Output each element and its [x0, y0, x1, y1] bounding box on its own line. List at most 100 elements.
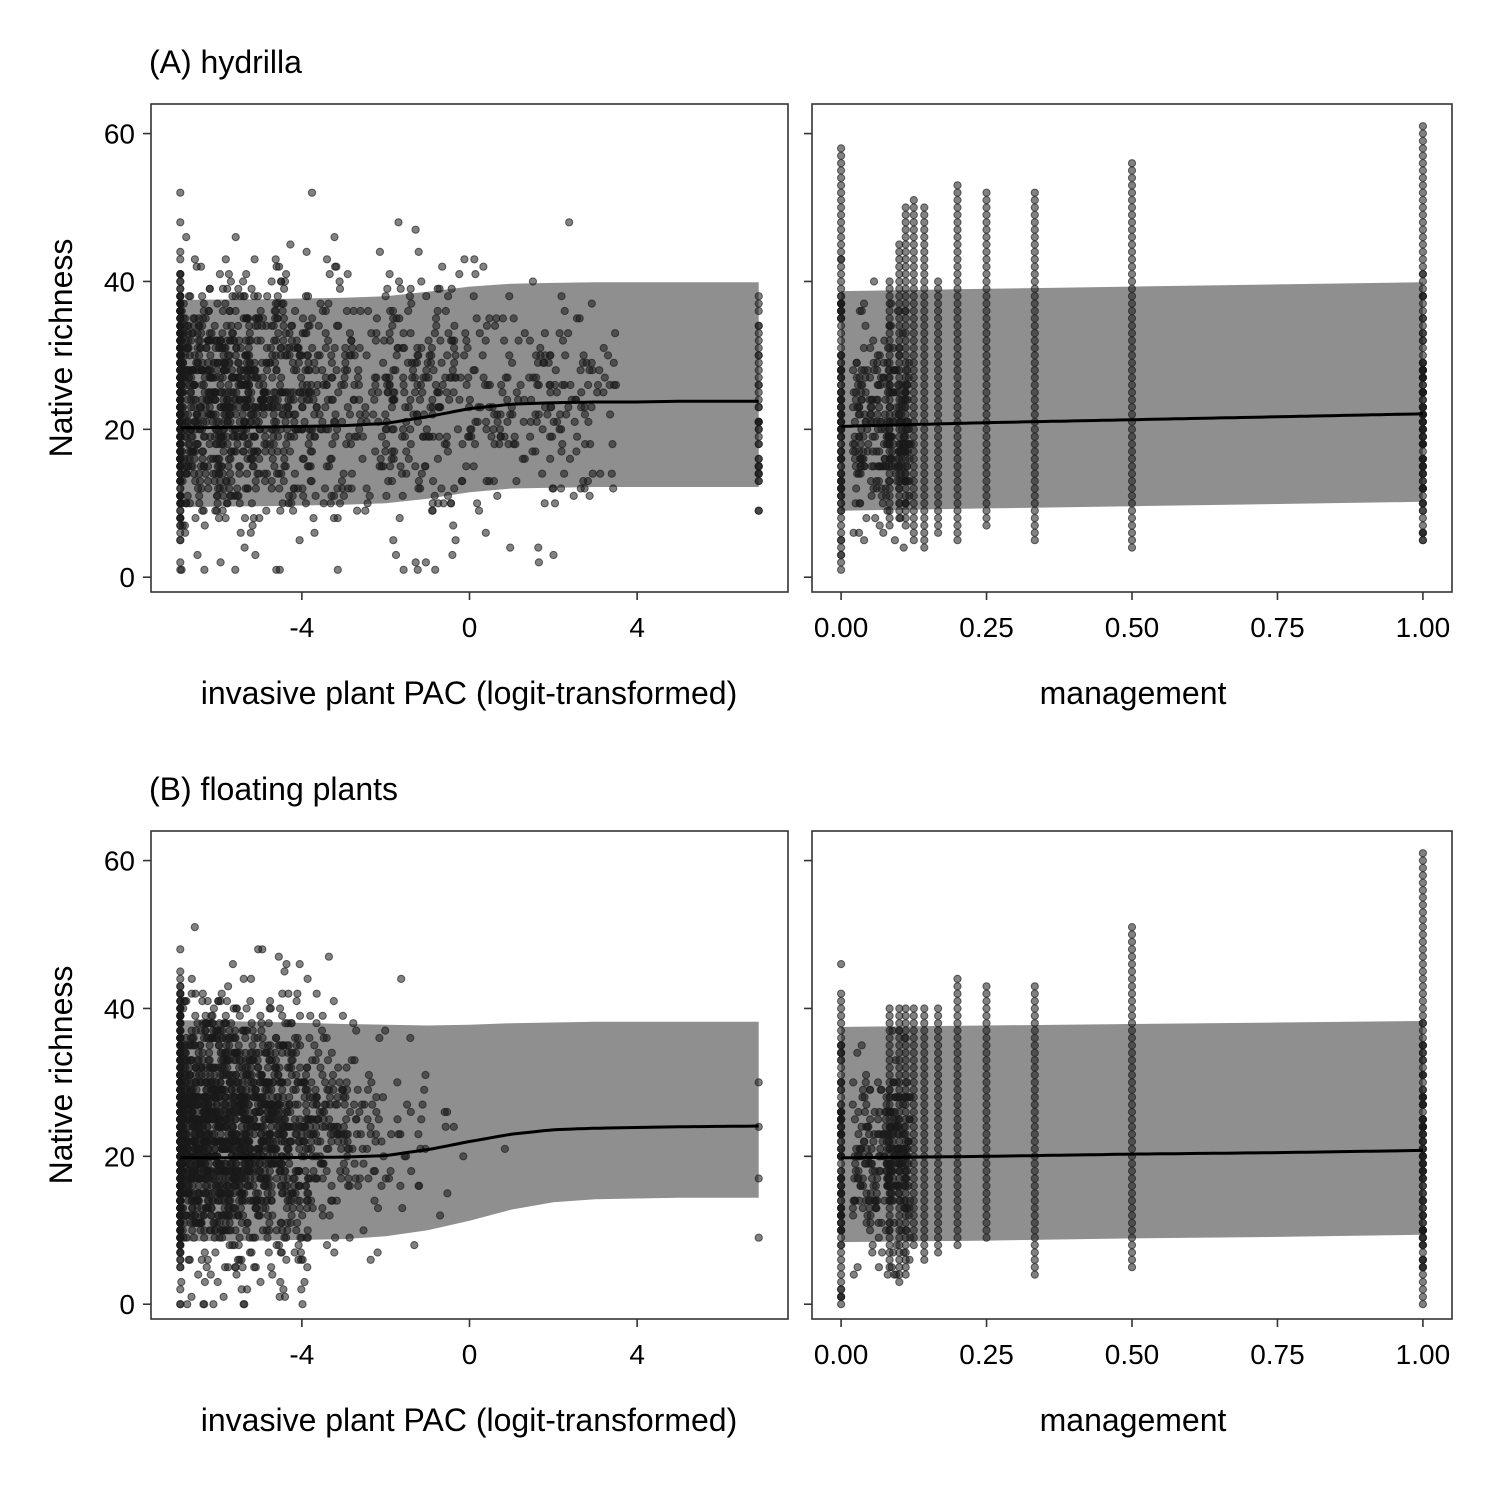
data-point [198, 1019, 207, 1028]
data-point [242, 1226, 251, 1235]
data-point [418, 388, 427, 397]
data-point [309, 514, 318, 523]
data-point [408, 366, 418, 375]
data-point [1127, 514, 1137, 523]
data-point [837, 521, 846, 530]
data-point [395, 514, 404, 523]
data-point [934, 403, 943, 412]
data-point [252, 314, 261, 323]
data-point [182, 469, 191, 478]
data-point [982, 270, 991, 279]
data-point [211, 343, 220, 353]
data-point [896, 514, 905, 523]
y-axis-title-a: Native richness [43, 239, 79, 458]
data-point [455, 395, 464, 404]
data-point [266, 1159, 275, 1168]
data-point [885, 403, 895, 412]
data-point [219, 395, 228, 404]
data-point [347, 351, 356, 360]
data-point [395, 314, 404, 323]
data-point [1127, 240, 1137, 249]
data-point [232, 388, 241, 397]
data-point [837, 514, 846, 523]
data-point [176, 477, 185, 486]
data-point [481, 528, 490, 537]
data-point [301, 292, 311, 301]
data-point [225, 1041, 234, 1050]
data-point [920, 469, 929, 478]
data-point [895, 351, 904, 360]
data-point [190, 1211, 199, 1220]
data-point [350, 1056, 359, 1065]
data-point [482, 321, 491, 330]
data-point [405, 292, 414, 301]
data-point [353, 1085, 362, 1094]
data-point [383, 388, 393, 397]
data-point [558, 336, 568, 345]
data-point [1127, 270, 1137, 279]
data-point [312, 1174, 321, 1183]
data-point [176, 373, 185, 382]
data-point [387, 447, 397, 456]
data-point [217, 989, 226, 998]
data-point [178, 343, 187, 353]
data-point [312, 1122, 321, 1131]
data-point [279, 321, 288, 330]
y-tick-label: 20 [104, 1141, 135, 1172]
data-point [909, 469, 918, 478]
data-point [265, 1226, 274, 1235]
data-point [339, 469, 348, 478]
data-point [909, 314, 918, 323]
data-point [289, 395, 298, 404]
data-point [219, 447, 228, 456]
data-point [837, 196, 846, 205]
data-point [240, 1115, 249, 1124]
data-point [282, 1107, 291, 1117]
data-point [210, 321, 219, 330]
data-point [556, 484, 566, 493]
data-point [176, 1167, 185, 1176]
data-point [176, 484, 185, 493]
data-point [561, 351, 570, 360]
data-point [287, 321, 296, 330]
data-point [406, 329, 415, 338]
data-point [241, 1056, 250, 1065]
data-point [374, 1115, 383, 1124]
data-point [332, 366, 341, 375]
data-point [176, 536, 185, 545]
data-point [233, 1048, 242, 1057]
data-point [272, 1033, 281, 1043]
data-point [224, 270, 233, 279]
data-point [292, 1070, 301, 1080]
data-point [982, 366, 991, 375]
data-point [837, 144, 846, 153]
data-point [279, 1285, 288, 1294]
data-point [224, 982, 233, 991]
data-point [216, 388, 225, 397]
data-point [276, 1277, 285, 1287]
data-point [1127, 469, 1137, 478]
data-point [225, 484, 234, 493]
data-point [503, 417, 512, 426]
data-point [1127, 373, 1137, 382]
data-point [243, 395, 252, 404]
data-point [982, 255, 991, 264]
data-point [399, 373, 408, 382]
data-point [279, 477, 288, 486]
data-point [953, 366, 962, 375]
data-point [1418, 210, 1428, 219]
data-point [485, 380, 494, 390]
data-point [176, 1218, 185, 1228]
panel-title-b: (B) floating plants [149, 771, 398, 807]
data-point [234, 321, 243, 330]
data-point [432, 321, 441, 330]
data-point [1418, 181, 1428, 190]
data-point [884, 440, 893, 449]
data-point [290, 1115, 300, 1124]
data-point [235, 499, 244, 508]
data-point [259, 410, 268, 419]
data-point [982, 410, 991, 419]
data-point [837, 1026, 846, 1035]
data-point [287, 336, 296, 345]
data-point [197, 1026, 206, 1035]
